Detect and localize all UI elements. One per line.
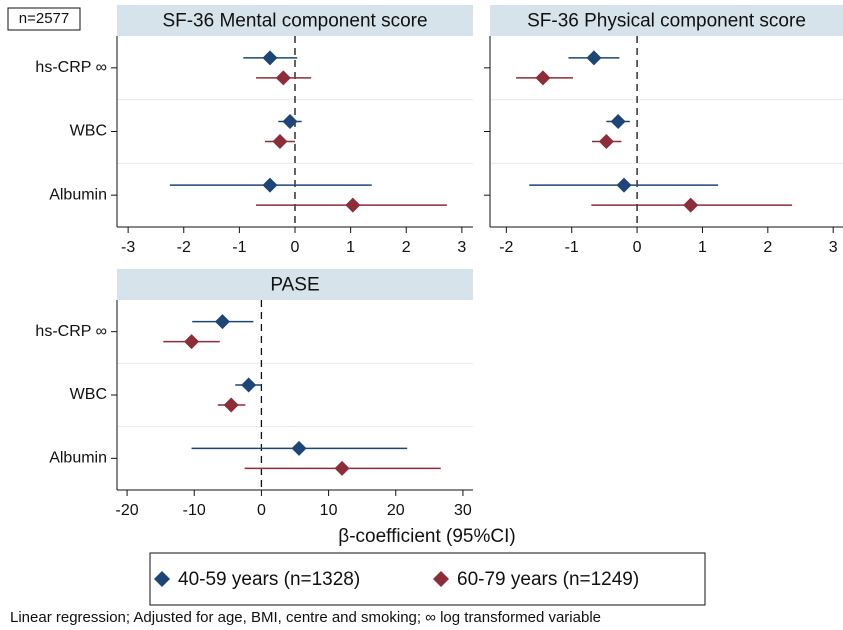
point bbox=[334, 460, 350, 476]
legend-label: 60-79 years (n=1249) bbox=[457, 569, 639, 590]
x-tick-label: -1 bbox=[565, 239, 579, 256]
y-tick-label: WBC bbox=[70, 123, 107, 140]
legend-marker bbox=[433, 571, 449, 587]
x-tick-label: 30 bbox=[454, 502, 472, 519]
x-tick-label: -2 bbox=[177, 239, 191, 256]
point bbox=[223, 397, 239, 413]
point bbox=[262, 177, 278, 193]
x-tick-label: 10 bbox=[320, 502, 338, 519]
point bbox=[683, 197, 699, 213]
y-tick-label: hs-CRP ∞ bbox=[35, 323, 107, 340]
point bbox=[272, 134, 288, 149]
point bbox=[282, 114, 298, 129]
point bbox=[616, 177, 632, 193]
x-tick-label: 1 bbox=[346, 239, 355, 256]
sample-label: n=2577 bbox=[19, 10, 69, 27]
x-tick-label: 0 bbox=[633, 239, 642, 256]
x-tick-label: 0 bbox=[257, 502, 266, 519]
legend bbox=[149, 552, 706, 606]
x-axis-label: β-coefficient (95%CI) bbox=[338, 526, 515, 547]
footnote: Linear regression; Adjusted for age, BMI… bbox=[10, 609, 601, 626]
point bbox=[214, 314, 230, 330]
x-tick-label: 20 bbox=[387, 502, 405, 519]
x-tick-label: 1 bbox=[698, 239, 707, 256]
panel-header bbox=[117, 269, 473, 300]
sample-box bbox=[7, 7, 81, 31]
y-tick-label: WBC bbox=[70, 386, 107, 403]
point bbox=[586, 50, 602, 66]
point bbox=[241, 377, 257, 393]
point bbox=[535, 70, 551, 86]
x-tick-label: 3 bbox=[457, 239, 466, 256]
x-tick-label: -10 bbox=[183, 502, 206, 519]
point bbox=[291, 440, 307, 456]
point bbox=[598, 134, 614, 149]
x-tick-label: 3 bbox=[829, 239, 838, 256]
point bbox=[262, 50, 278, 66]
x-tick-label: 0 bbox=[291, 239, 300, 256]
panel-header bbox=[490, 5, 843, 36]
legend-label: 40-59 years (n=1328) bbox=[178, 569, 360, 590]
x-tick-label: -2 bbox=[499, 239, 513, 256]
y-tick-label: Albumin bbox=[49, 186, 107, 203]
panel-title: SF-36 Physical component score bbox=[527, 11, 806, 32]
x-tick-label: -3 bbox=[121, 239, 135, 256]
point bbox=[184, 334, 200, 350]
y-tick-label: Albumin bbox=[49, 450, 107, 467]
point bbox=[345, 197, 361, 213]
point bbox=[275, 70, 291, 86]
x-tick-label: 2 bbox=[763, 239, 772, 256]
x-tick-label: -20 bbox=[116, 502, 139, 519]
point bbox=[610, 114, 626, 129]
panel-title: SF-36 Mental component score bbox=[162, 11, 427, 32]
panel-header bbox=[117, 5, 473, 36]
legend-marker bbox=[154, 571, 170, 587]
x-tick-label: -1 bbox=[232, 239, 246, 256]
y-tick-label: hs-CRP ∞ bbox=[35, 59, 107, 76]
x-tick-label: 2 bbox=[402, 239, 411, 256]
panel-title: PASE bbox=[270, 275, 319, 296]
